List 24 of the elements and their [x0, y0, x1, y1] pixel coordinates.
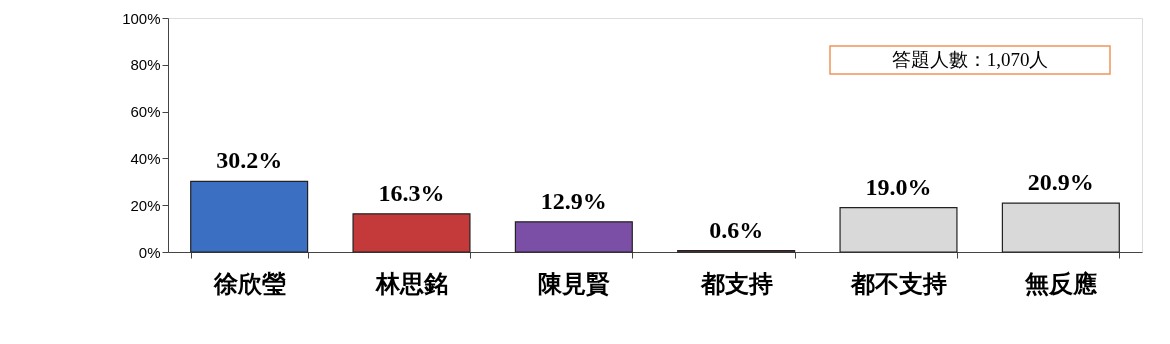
y-tick-label: 60%: [130, 103, 161, 121]
annotation: 答題人數：1,070人: [891, 49, 1049, 70]
x-tick-label: 無反應: [1024, 270, 1099, 297]
bar: [1001, 202, 1120, 253]
y-tick-label: 80%: [130, 56, 161, 74]
y-tick-label: 100%: [122, 9, 161, 27]
x-tick-label: 都支持: [699, 270, 773, 297]
x-tick-label: 陳見賢: [538, 270, 611, 297]
x-tick-label: 都不支持: [850, 270, 947, 297]
bar: [190, 180, 309, 253]
data-label: 16.3%: [378, 179, 445, 206]
data-label: 12.9%: [540, 187, 607, 214]
data-label: 19.0%: [865, 173, 932, 200]
x-tick-label: 林思銘: [375, 270, 448, 297]
data-label: 20.9%: [1027, 169, 1094, 196]
y-tick-label: 40%: [130, 149, 161, 167]
y-tick-label: 0%: [138, 243, 161, 261]
bar: [352, 213, 471, 253]
y-tick-label: 20%: [130, 196, 161, 214]
bar: [839, 206, 958, 253]
x-tick-label: 徐欣瑩: [212, 270, 286, 297]
bar: [514, 221, 633, 253]
data-label: 0.6%: [709, 216, 764, 243]
data-label: 30.2%: [216, 147, 283, 174]
